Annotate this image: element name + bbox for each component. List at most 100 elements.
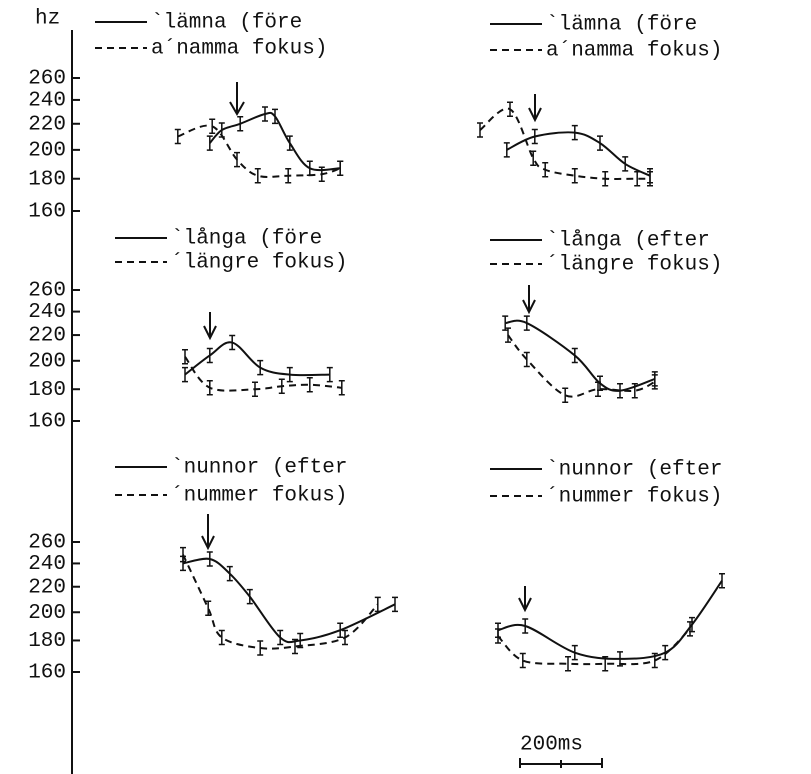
measurement-bar	[262, 106, 268, 122]
y-tick-label: 160	[28, 201, 66, 224]
y-tick-label: 260	[28, 532, 66, 555]
y-tick-label: 220	[28, 325, 66, 348]
f0-contour	[507, 334, 656, 398]
y-tick-label: 260	[28, 280, 66, 303]
measurement-bar	[246, 588, 253, 605]
measurement-bar	[571, 124, 578, 141]
measurement-bar	[530, 150, 537, 166]
measurement-bar	[522, 618, 529, 634]
f0-contour	[182, 557, 396, 644]
measurement-bar	[257, 359, 264, 376]
measurement-bar	[182, 349, 188, 365]
measurement-bar	[519, 652, 526, 669]
measurement-bar	[523, 315, 530, 331]
measurement-bar	[719, 572, 725, 589]
measurement-bar	[477, 122, 483, 138]
measurement-bar	[306, 377, 313, 393]
legend-label: `nunnor (efter	[171, 457, 347, 480]
measurement-bar	[292, 638, 298, 655]
measurement-bar	[229, 334, 236, 351]
measurement-bar	[209, 118, 216, 135]
y-tick-label: 240	[28, 89, 66, 112]
y-tick-label: 180	[28, 379, 66, 402]
measurement-bar	[277, 629, 284, 646]
measurement-bar	[206, 135, 213, 151]
f0-contour	[184, 341, 330, 377]
measurement-bar	[234, 151, 240, 168]
measurement-bar	[218, 629, 225, 646]
measurement-bar	[647, 170, 653, 187]
measurement-bar	[286, 135, 293, 151]
measurement-bar	[505, 327, 511, 343]
measurement-bar	[257, 640, 264, 656]
scale-bar-label: 200ms	[520, 734, 583, 757]
measurement-bar	[595, 381, 601, 397]
legend-label: `lämna (före	[151, 12, 302, 35]
f0-contour	[497, 580, 723, 660]
y-axis-label: hz	[35, 8, 60, 31]
legend-label: a´namma fokus)	[151, 38, 327, 61]
f0-contour	[497, 628, 691, 666]
measurement-bar	[237, 116, 244, 132]
legend-label: `långa (före	[171, 228, 322, 251]
measurement-bar	[205, 600, 212, 617]
measurement-bar	[565, 656, 571, 672]
scale-bar	[519, 758, 603, 768]
measurement-bar	[342, 629, 348, 646]
measurement-bar	[571, 167, 578, 184]
y-tick-label: 180	[28, 630, 66, 653]
measurement-bar	[602, 170, 609, 187]
measurement-bar	[531, 128, 538, 145]
measurement-bar	[597, 135, 603, 151]
measurement-bar	[206, 347, 213, 364]
measurement-bar	[374, 596, 381, 613]
legend-label: a´namma fokus)	[546, 40, 722, 63]
y-tick-label: 200	[28, 350, 66, 373]
legend-label: `nunnor (efter	[546, 459, 722, 482]
legend-label: `långa (efter	[546, 230, 710, 253]
measurement-bar	[337, 160, 344, 177]
y-tick-label: 260	[28, 68, 66, 91]
measurement-bar	[571, 347, 578, 364]
measurement-bar	[180, 546, 186, 563]
f0-contour	[505, 319, 656, 392]
f0-contour	[506, 131, 651, 177]
legend-label: `lämna (före	[546, 14, 697, 37]
measurement-bar	[326, 366, 333, 383]
y-tick-label: 220	[28, 113, 66, 136]
measurement-bar	[206, 379, 213, 396]
measurement-bar	[392, 596, 398, 613]
measurement-bar	[318, 166, 325, 182]
measurement-bar	[523, 351, 530, 368]
measurement-bar	[182, 366, 188, 383]
measurement-bar	[286, 366, 293, 383]
measurement-bar	[206, 551, 213, 567]
measurement-bar	[278, 378, 285, 394]
measurement-bar	[174, 128, 181, 145]
measurement-bar	[542, 162, 549, 178]
measurement-bar	[631, 382, 638, 399]
measurement-bar	[338, 379, 345, 396]
legend-label: ´längre fokus)	[171, 252, 347, 275]
legend-label: ´längre fokus)	[546, 254, 722, 277]
measurement-bar	[226, 565, 233, 582]
f0-contour	[209, 111, 341, 172]
measurement-bar	[254, 167, 261, 184]
y-tick-label: 240	[28, 301, 66, 324]
y-tick-label: 180	[28, 168, 66, 191]
measurement-bar	[651, 374, 658, 390]
y-tick-label: 160	[28, 662, 66, 685]
f0-contour	[184, 356, 342, 392]
measurement-bar	[503, 142, 510, 158]
arrows	[201, 82, 542, 613]
y-tick-label: 160	[28, 411, 66, 434]
measurement-bar	[622, 156, 629, 172]
y-tick-label: 200	[28, 602, 66, 625]
measurement-bar	[252, 381, 258, 397]
measurement-bar	[285, 167, 292, 184]
legend-label: ´nummer fokus)	[171, 485, 347, 508]
measurement-bar	[662, 644, 669, 661]
legend-label: ´nummer fokus)	[546, 486, 722, 509]
measurement-bar	[562, 387, 569, 404]
